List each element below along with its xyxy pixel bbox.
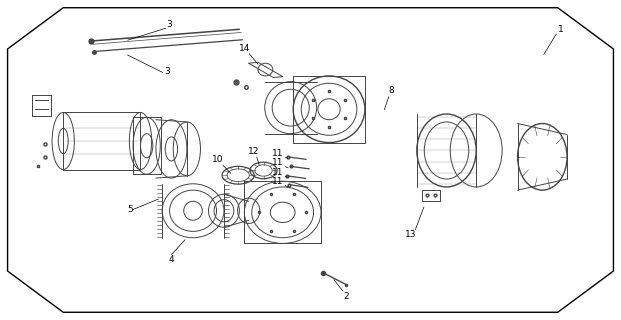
Text: 12: 12 [248,147,260,156]
Text: 3: 3 [164,67,170,76]
Text: 13: 13 [405,230,417,239]
Text: 11: 11 [272,148,283,157]
Text: 4: 4 [168,255,175,264]
Text: 1: 1 [558,25,564,34]
Text: 14: 14 [239,44,251,53]
Text: 10: 10 [212,155,224,164]
Text: 2: 2 [343,292,349,301]
Text: 5: 5 [127,205,133,214]
Text: 11: 11 [272,168,283,177]
Text: 11: 11 [272,177,283,186]
Text: 11: 11 [272,158,283,167]
Text: 8: 8 [388,86,394,95]
Text: 3: 3 [166,20,173,29]
